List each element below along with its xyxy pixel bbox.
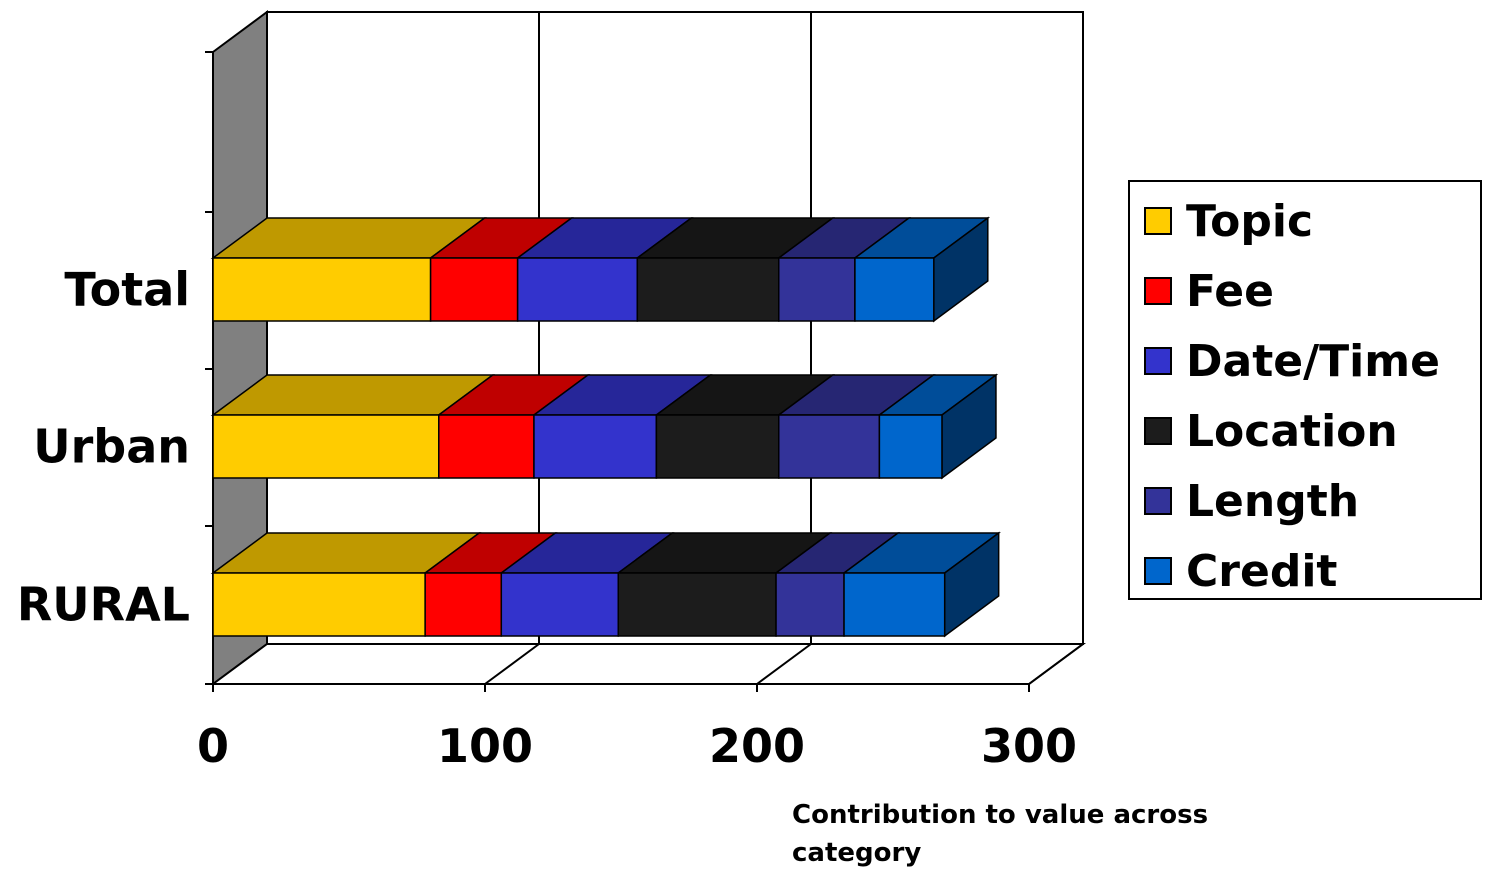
x-tick-label: 0	[197, 719, 229, 773]
category-label-total: Total	[64, 263, 190, 317]
bar-urban-length	[778, 414, 881, 479]
bar-rural-credit	[843, 572, 946, 637]
bar-urban-location	[655, 414, 780, 479]
bar-total-topic	[212, 257, 432, 322]
x-tick-label: 200	[709, 719, 805, 773]
floor-gridline	[756, 643, 812, 685]
legend-item-fee: Fee	[1144, 256, 1274, 326]
floor-gridline	[1028, 643, 1084, 685]
legend-item-date-time: Date/Time	[1144, 326, 1440, 396]
category-label-rural: RURAL	[17, 578, 190, 632]
bar-rural-topic	[212, 572, 426, 637]
legend-swatch	[1144, 277, 1172, 305]
bar-total-credit	[854, 257, 935, 322]
legend-item-topic: Topic	[1144, 186, 1313, 256]
bar-rural-length	[775, 572, 845, 637]
bar-total-date-time	[516, 257, 639, 322]
x-axis-title: Contribution to value across category	[792, 800, 1209, 868]
legend-swatch	[1144, 207, 1172, 235]
legend-label: Length	[1186, 475, 1360, 527]
x-tick-label: 300	[981, 719, 1077, 773]
legend-swatch	[1144, 487, 1172, 515]
legend: Topic Fee Date/Time Location Length Credit	[1128, 180, 1482, 600]
legend-swatch	[1144, 557, 1172, 585]
legend-label: Date/Time	[1186, 335, 1440, 387]
legend-label: Location	[1186, 405, 1398, 457]
bar-rural-fee	[424, 572, 503, 637]
legend-item-credit: Credit	[1144, 536, 1337, 606]
legend-label: Credit	[1186, 545, 1338, 597]
x-tick-label: 100	[437, 719, 533, 773]
bar-rural-date-time	[500, 572, 620, 637]
bar-total-fee	[429, 257, 519, 322]
bar-rural-location	[617, 572, 777, 637]
legend-label: Topic	[1186, 195, 1314, 247]
legend-swatch	[1144, 417, 1172, 445]
legend-swatch	[1144, 347, 1172, 375]
bar-total-length	[778, 257, 856, 322]
bar-urban-fee	[438, 414, 535, 479]
legend-item-length: Length	[1144, 466, 1359, 536]
bar-total-location	[636, 257, 780, 322]
bar-urban-date-time	[533, 414, 658, 479]
category-label-urban: Urban	[33, 420, 190, 474]
floor-gridline	[484, 643, 540, 685]
floor	[209, 643, 1087, 685]
bar-urban-topic	[212, 414, 440, 479]
legend-item-location: Location	[1144, 396, 1398, 466]
bar-urban-credit	[878, 414, 943, 479]
legend-label: Fee	[1186, 265, 1274, 317]
